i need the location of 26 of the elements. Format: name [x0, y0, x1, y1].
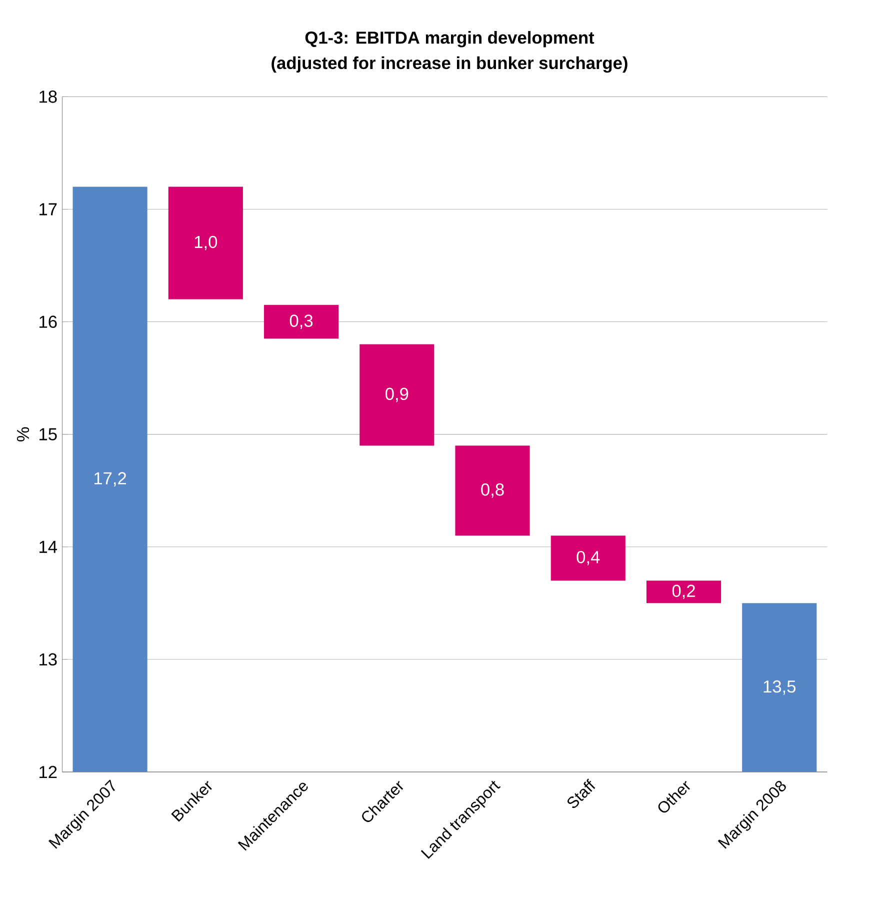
data-label: 0,4 [576, 550, 600, 566]
bar [72, 186, 148, 772]
y-tick-label: 13 [40, 653, 57, 666]
bar [168, 186, 243, 300]
data-label: 0,9 [386, 388, 408, 402]
chart-title: Q1-3: EBITDA margin development [305, 31, 594, 48]
y-tick-label: 18 [40, 90, 57, 103]
y-tick-label: 12 [40, 766, 57, 778]
bar [646, 580, 722, 604]
bar [264, 304, 339, 339]
data-label: 1,0 [194, 236, 218, 250]
y-axis-title: % [16, 427, 30, 442]
data-label: 17,2 [94, 472, 126, 486]
data-label: 13,5 [764, 680, 796, 695]
data-label: 0,2 [672, 584, 695, 600]
data-label: 0,8 [481, 483, 504, 498]
data-label: 0,3 [290, 314, 313, 329]
y-tick-label: 16 [40, 316, 57, 328]
chart-subtitle: (adjusted for increase in bunker surcharge) [272, 56, 628, 73]
bar [455, 446, 530, 536]
y-tick-label: 15 [40, 428, 57, 440]
bar [360, 344, 434, 446]
bar [550, 536, 626, 581]
bar [742, 603, 817, 772]
y-tick-label: 17 [40, 203, 57, 216]
y-tick-label: 14 [40, 540, 58, 553]
